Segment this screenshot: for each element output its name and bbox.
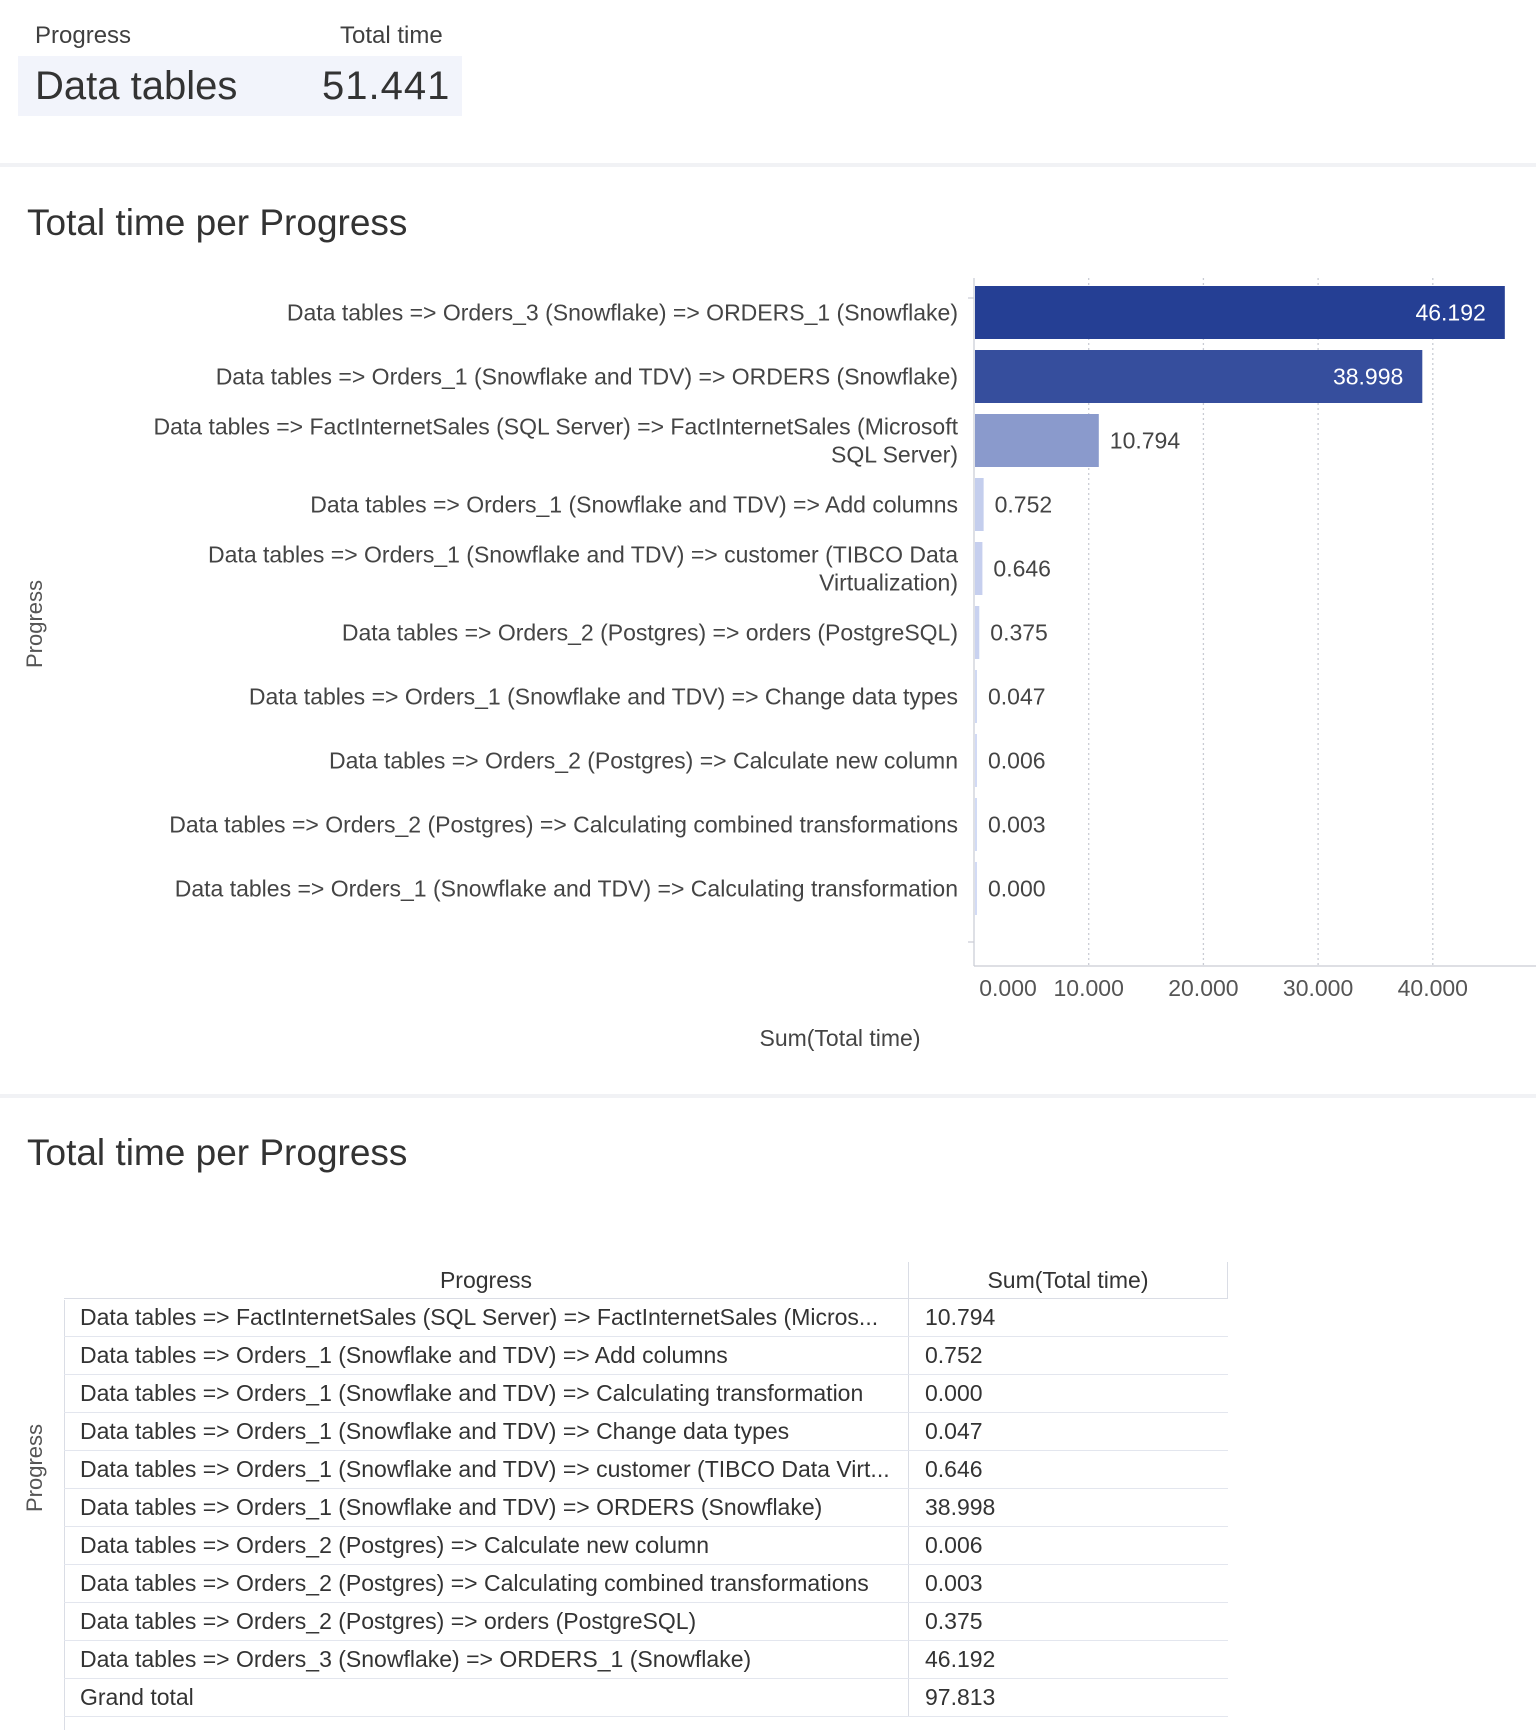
x-tick-label: 40.000: [1398, 975, 1468, 1001]
x-tick-label: 10.000: [1054, 975, 1124, 1001]
table-row[interactable]: Data tables => Orders_1 (Snowflake and T…: [64, 1450, 1228, 1489]
x-tick-label: 30.000: [1283, 975, 1353, 1001]
category-label: Data tables => Orders_1 (Snowflake and T…: [208, 542, 958, 568]
table-title: Total time per Progress: [27, 1132, 408, 1173]
column-header-progress[interactable]: Progress: [64, 1262, 909, 1299]
kpi-panel: Progress Total time Data tables 51.441: [0, 0, 1536, 160]
kpi-total-time-header[interactable]: Total time: [340, 22, 443, 49]
column-header-sum-total-time[interactable]: Sum(Total time): [908, 1262, 1228, 1299]
data-label: 0.646: [993, 556, 1051, 582]
category-label: Data tables => Orders_3 (Snowflake) => O…: [287, 300, 958, 326]
table-header-row: Progress Sum(Total time): [64, 1262, 1228, 1299]
table-cell-progress[interactable]: Data tables => Orders_1 (Snowflake and T…: [64, 1412, 909, 1451]
category-label: Data tables => Orders_1 (Snowflake and T…: [175, 876, 958, 902]
table-row[interactable]: Data tables => FactInternetSales (SQL Se…: [64, 1298, 1228, 1337]
table-cell-progress[interactable]: Data tables => Orders_1 (Snowflake and T…: [64, 1374, 909, 1413]
bar-chart-title: Total time per Progress: [27, 202, 408, 243]
cross-table: Progress Sum(Total time) Data tables => …: [64, 1262, 1228, 1717]
table-cell-value[interactable]: 0.375: [908, 1602, 1228, 1641]
category-label: Data tables => Orders_1 (Snowflake and T…: [310, 492, 958, 518]
table-cell-progress[interactable]: Data tables => Orders_2 (Postgres) => or…: [64, 1602, 909, 1641]
x-tick-label: 20.000: [1168, 975, 1238, 1001]
category-label: SQL Server): [831, 442, 958, 468]
table-cell-value[interactable]: 38.998: [908, 1488, 1228, 1527]
data-label: 10.794: [1110, 428, 1181, 454]
bar: [975, 478, 984, 531]
table-row[interactable]: Data tables => Orders_3 (Snowflake) => O…: [64, 1640, 1228, 1679]
bar: [975, 542, 983, 595]
bar: [975, 862, 977, 915]
bar: [975, 350, 1423, 403]
bar: [975, 606, 980, 659]
category-label: Data tables => Orders_2 (Postgres) => or…: [342, 620, 958, 646]
table-cell-value[interactable]: 46.192: [908, 1640, 1228, 1679]
category-label: Data tables => Orders_1 (Snowflake and T…: [216, 364, 958, 390]
table-cell-progress[interactable]: Data tables => Orders_1 (Snowflake and T…: [64, 1336, 909, 1375]
data-label: 0.752: [995, 492, 1053, 518]
grand-total-label: Grand total: [64, 1678, 909, 1717]
table-cell-progress[interactable]: Data tables => Orders_2 (Postgres) => Ca…: [64, 1526, 909, 1565]
kpi-progress-value[interactable]: Data tables: [35, 64, 238, 108]
kpi-total-time-value[interactable]: 51.441: [322, 64, 451, 108]
bar: [975, 286, 1505, 339]
table-cell-progress[interactable]: Data tables => Orders_1 (Snowflake and T…: [64, 1450, 909, 1489]
table-cell-value[interactable]: 0.003: [908, 1564, 1228, 1603]
kpi-progress-header[interactable]: Progress: [35, 22, 132, 49]
table-cell-value[interactable]: 10.794: [908, 1298, 1228, 1337]
table-cell-value[interactable]: 0.646: [908, 1450, 1228, 1489]
table-row[interactable]: Data tables => Orders_1 (Snowflake and T…: [64, 1412, 1228, 1451]
bar: [975, 734, 977, 787]
data-label: 38.998: [1333, 364, 1403, 390]
bar-chart-svg: 0.000 10.000 20.000 30.000 40.000 46.192 Data …: [153, 278, 1536, 1001]
bar-chart-x-axis-title[interactable]: Sum(Total time): [759, 1025, 921, 1051]
bar: [975, 414, 1099, 467]
grand-total-row[interactable]: Grand total 97.813: [64, 1678, 1228, 1717]
table-cell-progress[interactable]: Data tables => FactInternetSales (SQL Se…: [64, 1298, 909, 1337]
bar: [975, 798, 977, 851]
bar: [975, 670, 977, 723]
table-cell-progress[interactable]: Data tables => Orders_2 (Postgres) => Ca…: [64, 1564, 909, 1603]
table-cell-value[interactable]: 0.047: [908, 1412, 1228, 1451]
table-row[interactable]: Data tables => Orders_1 (Snowflake and T…: [64, 1374, 1228, 1413]
table-cell-value[interactable]: 0.752: [908, 1336, 1228, 1375]
data-label: 0.375: [990, 620, 1048, 646]
kpi-row-highlight[interactable]: [18, 56, 462, 116]
table-cell-progress[interactable]: Data tables => Orders_3 (Snowflake) => O…: [64, 1640, 909, 1679]
data-label: 0.000: [988, 876, 1046, 902]
table-row[interactable]: Data tables => Orders_1 (Snowflake and T…: [64, 1488, 1228, 1527]
x-tick-label: 0.000: [979, 975, 1037, 1001]
table-row[interactable]: Data tables => Orders_2 (Postgres) => or…: [64, 1602, 1228, 1641]
category-label: Virtualization): [819, 570, 958, 596]
data-label: 0.047: [988, 684, 1046, 710]
data-label: 46.192: [1415, 300, 1485, 326]
panel-divider: [0, 1094, 1536, 1098]
data-label: 0.003: [988, 812, 1046, 838]
data-label: 0.006: [988, 748, 1046, 774]
table-cell-value[interactable]: 0.000: [908, 1374, 1228, 1413]
category-label: Data tables => FactInternetSales (SQL Se…: [153, 414, 958, 440]
table-row[interactable]: Data tables => Orders_2 (Postgres) => Ca…: [64, 1526, 1228, 1565]
table-y-axis-title[interactable]: Progress: [22, 1423, 47, 1512]
table-row[interactable]: Data tables => Orders_2 (Postgres) => Ca…: [64, 1564, 1228, 1603]
table-cell-value[interactable]: 0.006: [908, 1526, 1228, 1565]
category-label: Data tables => Orders_2 (Postgres) => Ca…: [329, 748, 958, 774]
table-row[interactable]: Data tables => Orders_1 (Snowflake and T…: [64, 1336, 1228, 1375]
category-label: Data tables => Orders_2 (Postgres) => Ca…: [169, 812, 958, 838]
grand-total-value: 97.813: [908, 1678, 1228, 1717]
bar-chart: 0.000 10.000 20.000 30.000 40.000 46.192 Data …: [0, 260, 1536, 1060]
category-label: Data tables => Orders_1 (Snowflake and T…: [249, 684, 958, 710]
panel-divider: [0, 163, 1536, 167]
table-cell-progress[interactable]: Data tables => Orders_1 (Snowflake and T…: [64, 1488, 909, 1527]
